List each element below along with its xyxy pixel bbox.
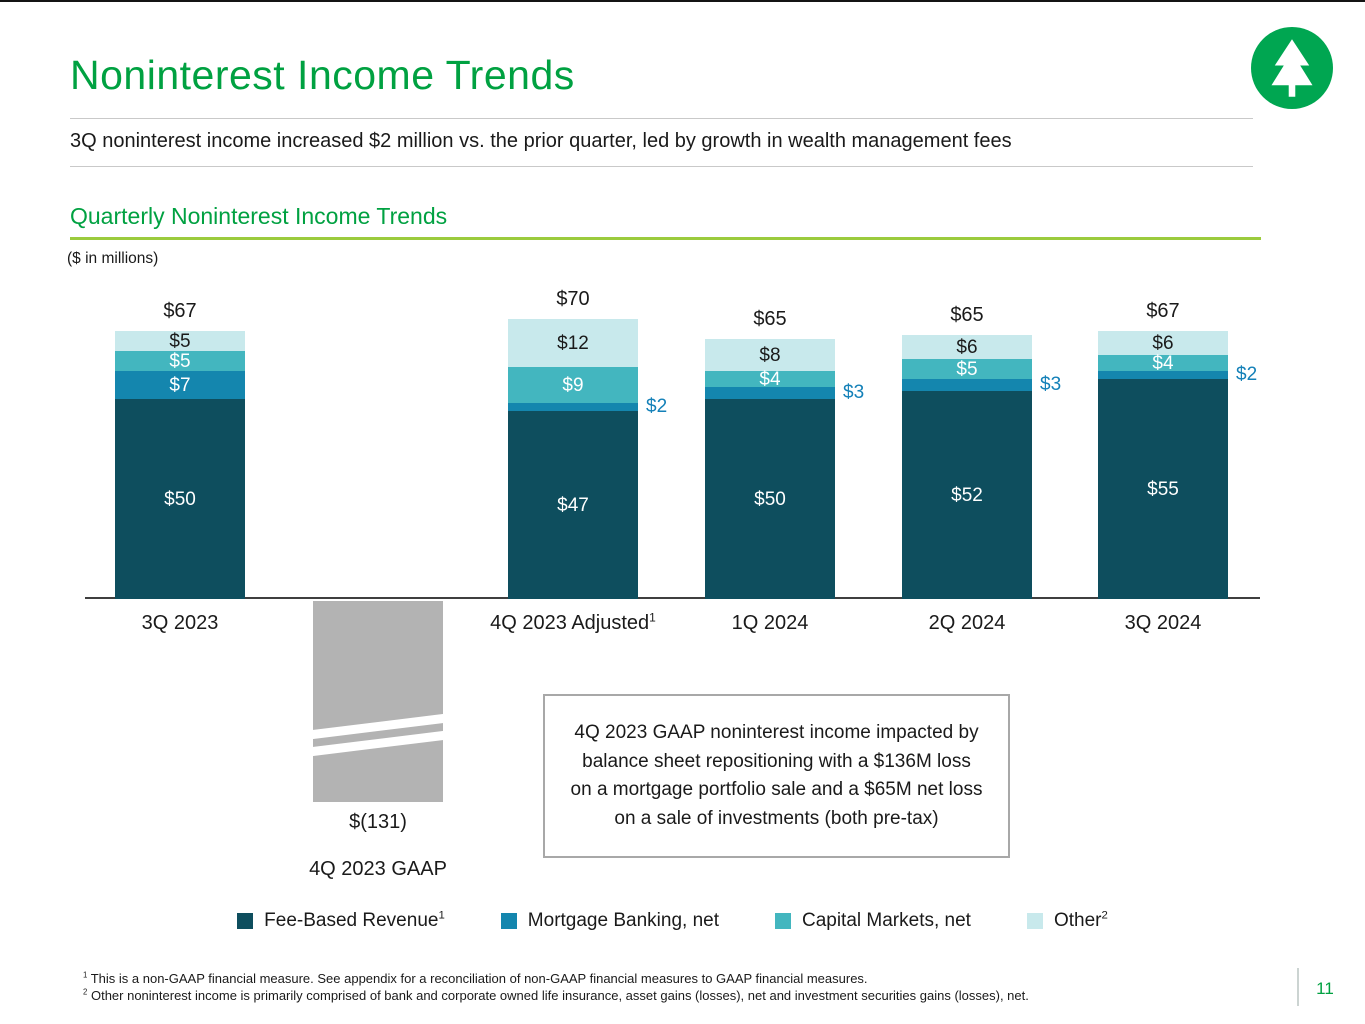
footnote-2-sup: 2 (83, 987, 88, 997)
footnote-1-text: This is a non-GAAP financial measure. Se… (90, 971, 868, 986)
segment-capital: $5 (115, 351, 245, 371)
segment-value-label: $12 (557, 332, 589, 354)
segment-fee_based: $52 (902, 391, 1032, 599)
page-number-divider (1297, 968, 1299, 1006)
footnote-1-sup: 1 (83, 970, 88, 980)
segment-mortgage (705, 387, 835, 399)
segment-value-label: $9 (562, 374, 584, 396)
bar-total-label: $65 (950, 304, 984, 326)
segment-other: $6 (1098, 331, 1228, 355)
footnotes: 1 This is a non-GAAP financial measure. … (83, 970, 1283, 1004)
slide-top-edge (0, 0, 1365, 2)
segment-capital: $4 (1098, 352, 1228, 374)
callout-box: 4Q 2023 GAAP noninterest income impacted… (543, 694, 1010, 858)
segment-value-label-outside: $3 (843, 382, 865, 403)
legend-item-other: Other2 (1026, 909, 1108, 932)
footnote-2: 2 Other noninterest income is primarily … (83, 987, 1283, 1004)
bar-total-label: $67 (1146, 300, 1180, 322)
bar-category-label: 3Q 2024 (1124, 612, 1202, 634)
footnote-1: 1 This is a non-GAAP financial measure. … (83, 970, 1283, 987)
segment-value-label: $4 (759, 368, 781, 390)
stacked-bar-3q-2024: $6 $4 $55 (1098, 331, 1228, 599)
segment-other: $6 (902, 335, 1032, 359)
segment-value-label: $6 (956, 336, 978, 358)
segment-value-label: $7 (169, 374, 191, 396)
bar-category-label: 4Q 2023 GAAP (309, 858, 447, 880)
footnote-2-text: Other noninterest income is primarily co… (90, 988, 1029, 1004)
segment-capital: $9 (508, 367, 638, 403)
stacked-bar-3q-2023: $5 $5 $7 $50 (115, 331, 245, 599)
segment-value-label: $6 (1152, 332, 1174, 354)
divider-line-bottom (70, 166, 1253, 167)
legend-label: Fee-Based Revenue1 (264, 909, 445, 931)
bar-total-label: $65 (753, 308, 787, 330)
stacked-bar-2q-2024: $6 $5 $52 (902, 335, 1032, 599)
callout-text: 4Q 2023 GAAP noninterest income impacted… (570, 722, 983, 829)
gaap-value-label: $(131) (349, 811, 407, 833)
segment-value-label: $4 (1152, 352, 1174, 374)
segment-capital: $4 (705, 368, 835, 390)
legend-swatch (500, 913, 517, 929)
bank-logo (1251, 27, 1333, 109)
legend-item-mortgage: Mortgage Banking, net (500, 910, 719, 932)
segment-other: $8 (705, 339, 835, 371)
divider-line-top (70, 118, 1253, 119)
segment-other: $12 (508, 319, 638, 367)
segment-mortgage (508, 403, 638, 411)
stacked-bar-4q-2023-adjusted: $12 $9 $47 (508, 319, 638, 599)
bar-total-label: $70 (556, 288, 590, 310)
gaap-negative-bar (313, 601, 443, 802)
bar-category-label: 1Q 2024 (731, 612, 809, 634)
segment-value-label: $8 (759, 344, 781, 366)
bar-category-label: 2Q 2024 (928, 612, 1006, 634)
segment-capital: $5 (902, 359, 1032, 379)
segment-value-label: $5 (169, 350, 191, 372)
bar-category-label: 4Q 2023 Adjusted1 (490, 610, 656, 634)
slide-subtitle: 3Q noninterest income increased $2 milli… (70, 130, 1012, 152)
segment-value-label: $55 (1147, 478, 1179, 500)
segment-value-label: $5 (169, 330, 191, 352)
segment-value-label-outside: $2 (1236, 364, 1258, 385)
legend-label: Mortgage Banking, net (527, 910, 719, 931)
segment-value-label: $47 (557, 494, 589, 516)
segment-value-label-outside: $2 (646, 396, 668, 417)
legend-item-fee_based: Fee-Based Revenue1 (237, 910, 445, 932)
segment-mortgage (902, 379, 1032, 391)
legend-swatch (774, 913, 791, 929)
segment-fee_based: $55 (1098, 379, 1228, 599)
segment-fee_based: $50 (705, 399, 835, 599)
legend-swatch (237, 913, 254, 929)
evergreen-tree-icon (1251, 27, 1333, 109)
page-number: 11 (1316, 979, 1334, 998)
stacked-bar-1q-2024: $8 $4 $50 (705, 339, 835, 599)
segment-mortgage (1098, 371, 1228, 379)
bar-category-label: 3Q 2023 (141, 612, 219, 634)
section-accent-underline (70, 237, 1261, 240)
legend-label: Capital Markets, net (801, 910, 971, 931)
bar-total-label: $67 (163, 300, 197, 322)
segment-other: $5 (115, 331, 245, 351)
segment-value-label: $50 (754, 488, 786, 510)
chart-section-title: Quarterly Noninterest Income Trends (70, 203, 448, 229)
legend-label: Other2 (1053, 909, 1108, 931)
segment-fee_based: $50 (115, 399, 245, 599)
x-axis-line (85, 597, 1260, 599)
segment-value-label: $52 (951, 484, 983, 506)
segment-value-label: $5 (956, 358, 978, 380)
legend-item-capital: Capital Markets, net (774, 910, 971, 932)
segment-mortgage: $7 (115, 371, 245, 399)
segment-value-label: $50 (164, 488, 196, 510)
chart-legend: Fee-Based Revenue1 Mortgage Banking, net C… (85, 910, 1260, 932)
units-label: ($ in millions) (67, 250, 159, 267)
segment-value-label-outside: $3 (1040, 374, 1062, 395)
segment-fee_based: $47 (508, 411, 638, 599)
slide-title: Noninterest Income Trends (70, 52, 575, 98)
legend-swatch (1026, 913, 1043, 929)
